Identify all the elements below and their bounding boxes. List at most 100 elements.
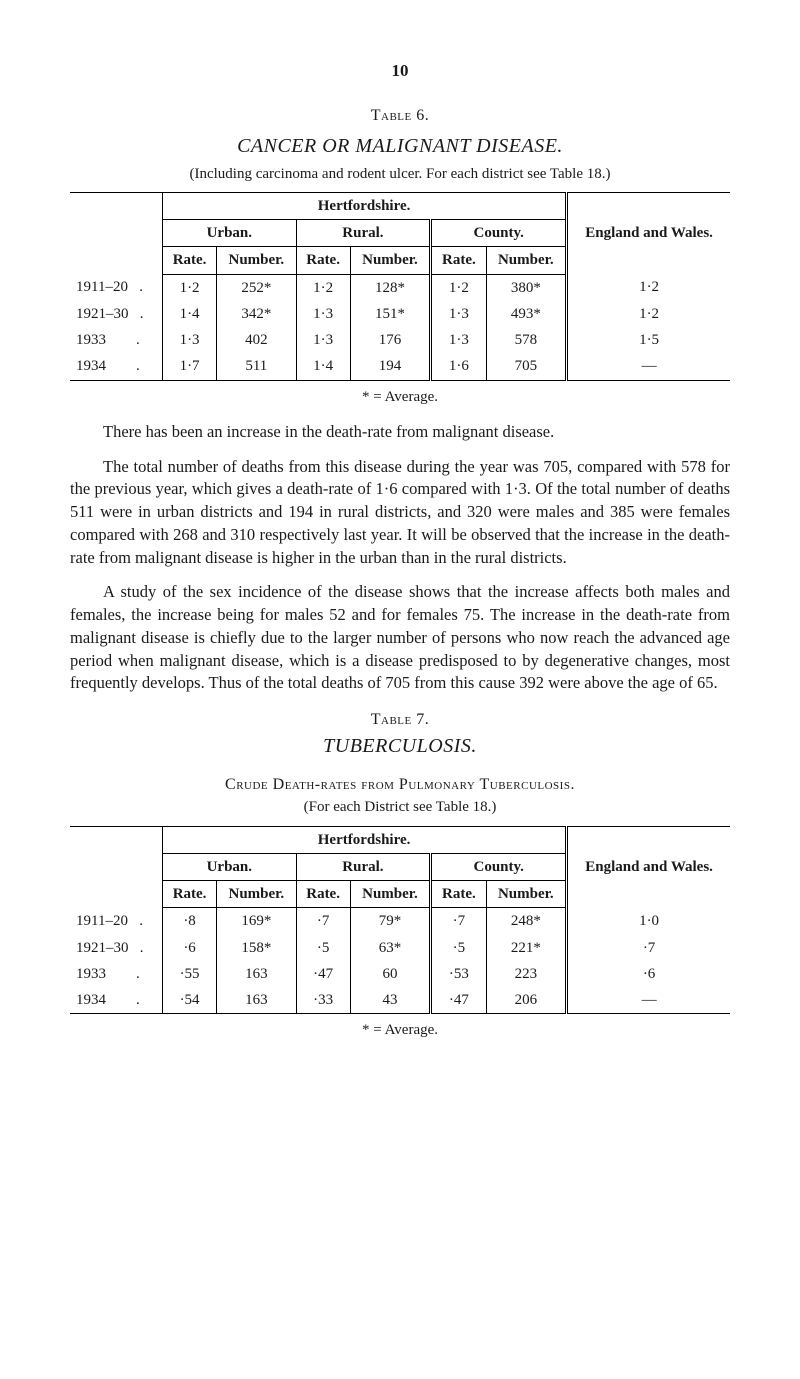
cell: — <box>567 353 730 380</box>
cell: 221* <box>486 935 567 961</box>
cell: ·8 <box>163 908 217 935</box>
col-hertfordshire: Hertfordshire. <box>163 192 567 219</box>
cell: 158* <box>217 935 296 961</box>
col-number: Number. <box>486 881 567 908</box>
table7-title: TUBERCULOSIS. <box>70 733 730 760</box>
cell: 60 <box>350 961 431 987</box>
cell: — <box>567 987 730 1014</box>
cell: ·7 <box>296 908 350 935</box>
table7: Hertfordshire. England and Wales. Urban.… <box>70 826 730 1015</box>
cell: 1·5 <box>567 327 730 353</box>
paragraph: The total number of deaths from this dis… <box>70 456 730 570</box>
col-number: Number. <box>217 881 296 908</box>
cell: 163 <box>217 961 296 987</box>
table-row: 1933 . 1·3 402 1·3 176 1·3 578 1·5 <box>70 327 730 353</box>
col-period <box>70 192 163 274</box>
cell: 1911–20 . <box>70 274 163 301</box>
cell: 1·3 <box>431 327 486 353</box>
cell: 1·2 <box>163 274 217 301</box>
col-rate: Rate. <box>431 881 486 908</box>
cell: 402 <box>217 327 296 353</box>
cell: 342* <box>217 301 296 327</box>
cell: 511 <box>217 353 296 380</box>
cell: 223 <box>486 961 567 987</box>
cell: ·5 <box>431 935 486 961</box>
cell: ·7 <box>567 935 730 961</box>
table6-footnote: * = Average. <box>70 387 730 407</box>
col-rate: Rate. <box>163 881 217 908</box>
col-rural: Rural. <box>296 853 431 880</box>
col-urban: Urban. <box>163 220 297 247</box>
cell: 63* <box>350 935 431 961</box>
table7-body: 1911–20 . ·8 169* ·7 79* ·7 248* 1·0 192… <box>70 908 730 1014</box>
cell: 169* <box>217 908 296 935</box>
table6-label: Table 6. <box>70 105 730 127</box>
table-row: 1934 . 1·7 511 1·4 194 1·6 705 — <box>70 353 730 380</box>
col-rate: Rate. <box>296 247 350 274</box>
cell: ·5 <box>296 935 350 961</box>
cell: ·54 <box>163 987 217 1014</box>
cell: ·6 <box>567 961 730 987</box>
cell: 128* <box>350 274 431 301</box>
cell: ·47 <box>431 987 486 1014</box>
table7-label: Table 7. <box>70 709 730 731</box>
page-number: 10 <box>70 60 730 83</box>
col-england-wales: England and Wales. <box>567 192 730 274</box>
col-number: Number. <box>350 881 431 908</box>
col-period <box>70 826 163 908</box>
cell: ·6 <box>163 935 217 961</box>
table7-subtitle2: (For each District see Table 18.) <box>70 797 730 817</box>
cell: 1934 . <box>70 353 163 380</box>
cell: 43 <box>350 987 431 1014</box>
cell: ·55 <box>163 961 217 987</box>
cell: 206 <box>486 987 567 1014</box>
cell: ·47 <box>296 961 350 987</box>
col-county: County. <box>431 220 567 247</box>
table6-title: CANCER OR MALIGNANT DISEASE. <box>70 133 730 160</box>
col-rate: Rate. <box>296 881 350 908</box>
cell: 493* <box>486 301 567 327</box>
col-county: County. <box>431 853 567 880</box>
col-rate: Rate. <box>163 247 217 274</box>
cell: 1·2 <box>567 274 730 301</box>
cell: 1·0 <box>567 908 730 935</box>
cell: 578 <box>486 327 567 353</box>
cell: ·53 <box>431 961 486 987</box>
table7-footnote: * = Average. <box>70 1020 730 1040</box>
cell: 151* <box>350 301 431 327</box>
cell: 1·2 <box>431 274 486 301</box>
col-rural: Rural. <box>296 220 431 247</box>
paragraph: A study of the sex incidence of the dise… <box>70 581 730 695</box>
cell: 1911–20 . <box>70 908 163 935</box>
table6-body: 1911–20 . 1·2 252* 1·2 128* 1·2 380* 1·2… <box>70 274 730 380</box>
col-number: Number. <box>217 247 296 274</box>
cell: 1933 . <box>70 327 163 353</box>
cell: 1934 . <box>70 987 163 1014</box>
cell: 79* <box>350 908 431 935</box>
table-row: 1921–30 . ·6 158* ·5 63* ·5 221* ·7 <box>70 935 730 961</box>
cell: 705 <box>486 353 567 380</box>
cell: 194 <box>350 353 431 380</box>
cell: 1·2 <box>567 301 730 327</box>
cell: 1·3 <box>163 327 217 353</box>
table-row: 1934 . ·54 163 ·33 43 ·47 206 — <box>70 987 730 1014</box>
cell: 1·4 <box>163 301 217 327</box>
table6: Hertfordshire. England and Wales. Urban.… <box>70 192 730 381</box>
cell: 1·3 <box>296 301 350 327</box>
cell: 1·4 <box>296 353 350 380</box>
table-row: 1921–30 . 1·4 342* 1·3 151* 1·3 493* 1·2 <box>70 301 730 327</box>
cell: 1933 . <box>70 961 163 987</box>
col-number: Number. <box>486 247 567 274</box>
col-rate: Rate. <box>431 247 486 274</box>
table-row: 1933 . ·55 163 ·47 60 ·53 223 ·6 <box>70 961 730 987</box>
cell: 380* <box>486 274 567 301</box>
table-row: 1911–20 . 1·2 252* 1·2 128* 1·2 380* 1·2 <box>70 274 730 301</box>
cell: 176 <box>350 327 431 353</box>
cell: 1·3 <box>431 301 486 327</box>
col-number: Number. <box>350 247 431 274</box>
paragraph: There has been an increase in the death-… <box>70 421 730 444</box>
cell: 1921–30 . <box>70 935 163 961</box>
table-row: 1911–20 . ·8 169* ·7 79* ·7 248* 1·0 <box>70 908 730 935</box>
cell: 163 <box>217 987 296 1014</box>
cell: 1·6 <box>431 353 486 380</box>
